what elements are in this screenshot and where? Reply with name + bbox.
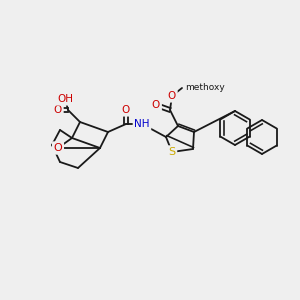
Text: methoxy: methoxy xyxy=(185,83,225,92)
Text: NH: NH xyxy=(134,119,150,129)
Text: O: O xyxy=(152,100,160,110)
Text: O: O xyxy=(54,143,62,153)
Text: O: O xyxy=(168,91,176,101)
Text: OH: OH xyxy=(57,94,73,104)
Text: O: O xyxy=(122,105,130,115)
Text: O: O xyxy=(152,100,160,110)
Text: S: S xyxy=(168,147,175,157)
Text: O: O xyxy=(54,105,62,115)
